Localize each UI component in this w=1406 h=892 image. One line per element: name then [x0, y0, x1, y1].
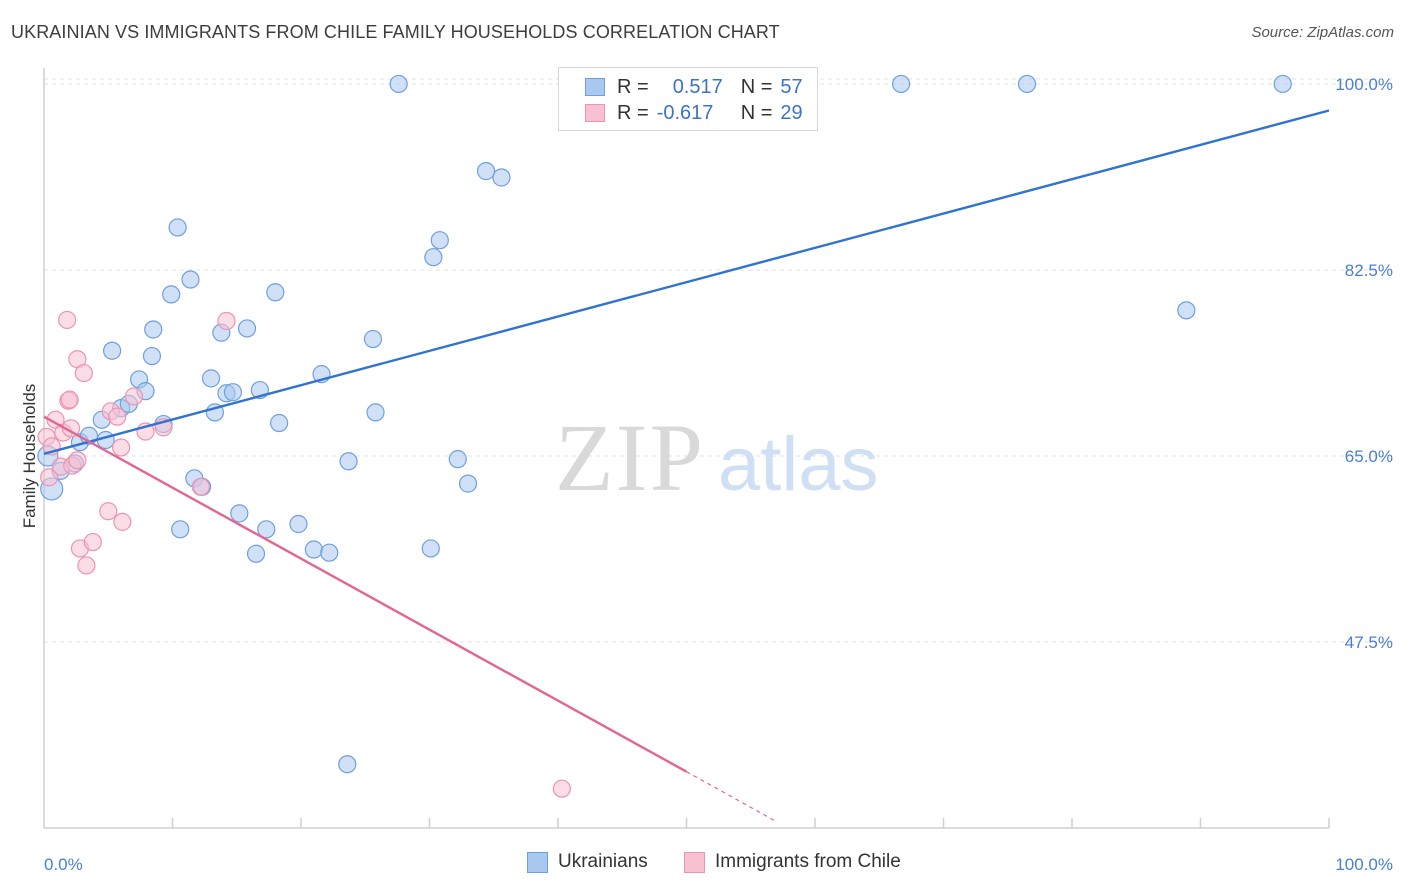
point-ukrainians [142, 346, 162, 366]
point-chile [191, 477, 210, 496]
point-ukrainians [304, 540, 323, 559]
point-chile [99, 502, 118, 521]
legend-n-label: N = [740, 101, 773, 124]
point-chile [60, 390, 79, 409]
legend-swatch-chile [585, 104, 605, 122]
point-ukrainians [230, 504, 249, 523]
legend-r-value: 0.517 [672, 75, 723, 98]
point-ukrainians [448, 450, 467, 469]
legend-label-ukrainians: Ukrainians [558, 851, 648, 872]
point-chile [113, 512, 132, 531]
point-ukrainians [389, 74, 408, 94]
point-ukrainians [430, 231, 449, 250]
point-chile [40, 468, 59, 487]
point-chile [83, 532, 102, 552]
legend-r-label: R = [617, 101, 649, 124]
legend-swatch-ukrainians [527, 851, 548, 873]
y-tick-label: 100.0% [1335, 75, 1393, 94]
x-tick-label-max: 100.0% [1335, 855, 1393, 874]
point-ukrainians [424, 248, 443, 267]
point-ukrainians [289, 514, 308, 534]
point-ukrainians [1273, 74, 1292, 94]
x-tick-marks [171, 818, 1330, 828]
point-ukrainians [458, 474, 478, 493]
point-chile [111, 438, 131, 457]
point-ukrainians [320, 543, 339, 562]
point-ukrainians [144, 320, 163, 339]
point-chile [58, 310, 77, 330]
y-axis-label: Family Households [20, 384, 39, 529]
point-chile [74, 363, 93, 383]
trend-line-chile-extrapolated [686, 771, 777, 823]
y-tick-label: 82.5% [1345, 261, 1393, 280]
watermark-atlas: atlas [718, 422, 879, 507]
y-tick-label: 47.5% [1345, 633, 1393, 652]
point-ukrainians [339, 452, 358, 471]
point-ukrainians [181, 270, 200, 289]
series-legend: Ukrainians Immigrants from Chile [0, 851, 1406, 877]
legend-n-label: N = [740, 75, 773, 98]
watermark: ZIP atlas [555, 404, 879, 511]
point-ukrainians [266, 283, 285, 302]
stats-legend: R = 0.517 N = 57 R = -0.617 N = 29 [558, 67, 818, 131]
grid-lines [44, 78, 1393, 643]
legend-n-value: 57 [780, 75, 803, 98]
point-ukrainians [103, 341, 122, 360]
y-tick-label: 65.0% [1345, 447, 1393, 466]
legend-item-chile: Immigrants from Chile [684, 851, 901, 873]
point-chile [124, 387, 144, 406]
y-tick-labels: 47.5% 65.0% 82.5% 100.0% [1335, 75, 1393, 652]
point-ukrainians [338, 755, 357, 774]
point-ukrainians [421, 539, 440, 558]
legend-row-chile: R = -0.617 N = 29 [585, 101, 803, 125]
x-tick-label-min: 0.0% [44, 855, 83, 874]
legend-swatch-chile [684, 851, 705, 873]
point-ukrainians [246, 544, 266, 563]
point-ukrainians [363, 329, 383, 349]
point-ukrainians [366, 403, 385, 422]
point-ukrainians [257, 520, 276, 539]
point-ukrainians [168, 218, 187, 237]
point-ukrainians [476, 162, 496, 181]
watermark-zip: ZIP [555, 404, 705, 511]
point-ukrainians [223, 383, 242, 402]
trend-line-chile [43, 415, 688, 773]
chart-title: UKRAINIAN VS IMMIGRANTS FROM CHILE FAMIL… [11, 22, 780, 42]
point-ukrainians [891, 74, 911, 94]
point-ukrainians [162, 285, 181, 304]
legend-r-label: R = [617, 75, 649, 98]
legend-swatch-ukrainians [585, 78, 605, 96]
point-chile [108, 407, 127, 426]
point-ukrainians [171, 520, 190, 539]
source-label: Source: ZipAtlas.com [1251, 24, 1394, 41]
point-chile [217, 311, 236, 331]
legend-n-value: 29 [780, 101, 803, 124]
point-ukrainians [1017, 74, 1037, 94]
point-chile [68, 451, 87, 470]
point-ukrainians [492, 168, 511, 187]
legend-row-ukrainians: R = 0.517 N = 57 [585, 75, 803, 99]
legend-item-ukrainians: Ukrainians [527, 851, 648, 873]
point-ukrainians [1177, 301, 1196, 320]
point-chile [77, 556, 96, 575]
legend-r-value: -0.617 [656, 101, 714, 124]
point-ukrainians [237, 319, 257, 338]
point-ukrainians [270, 413, 289, 433]
legend-label-chile: Immigrants from Chile [715, 851, 901, 872]
point-chile [552, 779, 571, 798]
point-ukrainians [201, 369, 221, 388]
trend-lines [43, 109, 1330, 823]
trend-line-ukrainians [43, 109, 1330, 456]
